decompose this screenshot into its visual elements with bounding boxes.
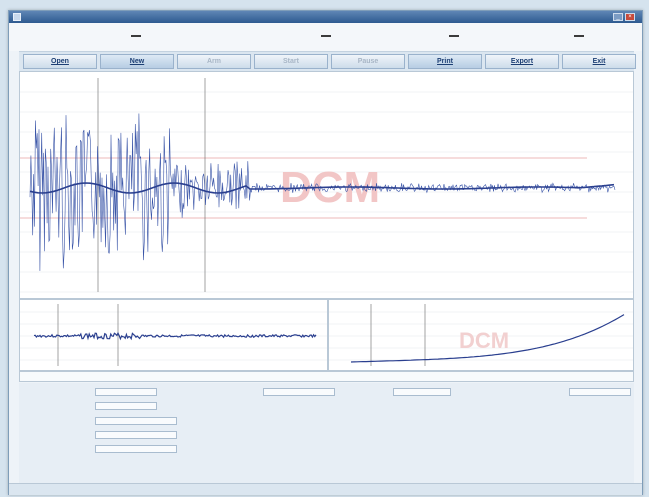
measure-length-field[interactable] bbox=[95, 417, 177, 425]
sub-plot-left-svg bbox=[20, 304, 327, 366]
remark-field[interactable] bbox=[393, 402, 451, 410]
main-waveform-plot[interactable]: DCM bbox=[19, 71, 634, 299]
start-button[interactable]: Start bbox=[254, 54, 328, 69]
open-button[interactable]: Open bbox=[23, 54, 97, 69]
toolbar: Open New Arm Start Pause Print Export Ex… bbox=[19, 51, 636, 73]
sub-trace bbox=[33, 331, 317, 341]
arm-button[interactable]: Arm bbox=[177, 54, 251, 69]
close-icon[interactable]: × bbox=[625, 13, 635, 21]
installation-field[interactable] bbox=[263, 388, 335, 396]
sub-trace bbox=[350, 314, 625, 363]
status-indicator bbox=[131, 35, 141, 37]
site-field[interactable] bbox=[95, 388, 157, 396]
status-indicator bbox=[574, 35, 584, 37]
waveform-trace bbox=[29, 113, 616, 271]
status-indicator bbox=[449, 35, 459, 37]
app-icon bbox=[13, 13, 21, 21]
export-button[interactable]: Export bbox=[485, 54, 559, 69]
title-bar: _ × bbox=[9, 11, 642, 23]
sub-plot-left[interactable] bbox=[19, 299, 328, 371]
pause-button[interactable]: Pause bbox=[331, 54, 405, 69]
status-strip bbox=[9, 23, 642, 51]
status-indicator bbox=[321, 35, 331, 37]
average-trace bbox=[29, 182, 615, 194]
filter-select[interactable] bbox=[95, 445, 177, 453]
main-waveform-svg: DCM bbox=[20, 78, 633, 293]
bottom-tab-bar bbox=[9, 483, 642, 495]
minimize-icon[interactable]: _ bbox=[613, 13, 623, 21]
app-window: _ × Open New Arm Start Pause Print Expor… bbox=[8, 10, 643, 495]
details-panel bbox=[19, 383, 634, 483]
record-selector[interactable] bbox=[19, 371, 634, 382]
measure-type-select[interactable] bbox=[95, 431, 177, 439]
dcm-watermark: DCM bbox=[459, 328, 509, 353]
to-field[interactable] bbox=[569, 388, 631, 396]
exit-button[interactable]: Exit bbox=[562, 54, 636, 69]
new-button[interactable]: New bbox=[100, 54, 174, 69]
sub-plot-right-svg: DCM bbox=[329, 304, 633, 366]
sub-plot-right[interactable]: DCM bbox=[328, 299, 634, 371]
operator-field[interactable] bbox=[95, 402, 157, 410]
mode-select[interactable] bbox=[393, 388, 451, 396]
print-button[interactable]: Print bbox=[408, 54, 482, 69]
